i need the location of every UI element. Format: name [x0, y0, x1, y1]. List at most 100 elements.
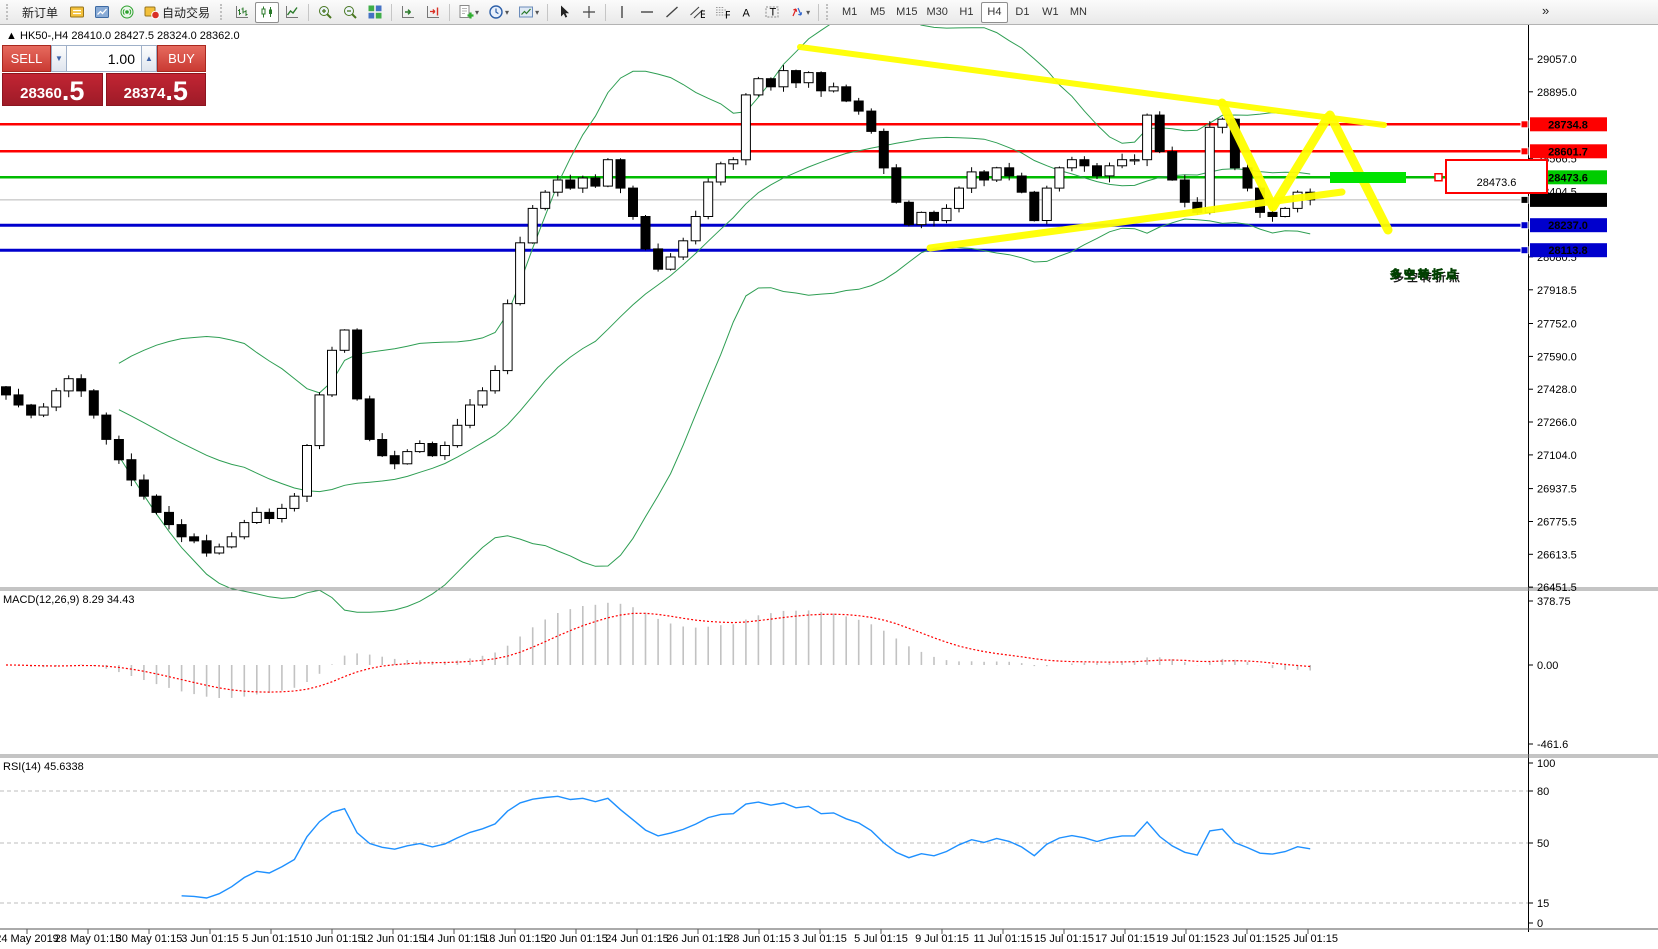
- yellow-trendline-4[interactable]: [1268, 112, 1333, 212]
- badge-bg: [1530, 218, 1607, 233]
- badge-label: 28113.8: [1548, 245, 1587, 257]
- date-label: 9 Jul 01:15: [915, 933, 969, 945]
- zoom-out-button[interactable]: [338, 2, 362, 23]
- text-icon: A: [743, 8, 751, 20]
- timeframe-button-d1[interactable]: D1: [1015, 6, 1030, 18]
- candle-body: [465, 404, 475, 426]
- volume-increase-button[interactable]: ▲: [141, 45, 157, 72]
- bollinger-middle-band: [118, 136, 1311, 493]
- date-label: 15 Jul 01:15: [1034, 933, 1094, 945]
- fibonacci-icon: F: [716, 7, 730, 21]
- rsi-axis-label: 80: [1537, 786, 1549, 798]
- date-label: 23 Jul 01:15: [1217, 933, 1277, 945]
- trendline-button[interactable]: [660, 2, 684, 23]
- candle-body: [1092, 165, 1102, 177]
- yellow-trendline-1[interactable]: [797, 44, 1387, 128]
- horizontal-line-button[interactable]: [635, 2, 659, 23]
- candlestick-chart-button[interactable]: [255, 1, 280, 23]
- fibonacci-button[interactable]: F: [710, 2, 734, 23]
- autotrading-icon: [144, 6, 160, 20]
- candle-body: [1204, 126, 1215, 213]
- toolbar-grip[interactable]: [220, 4, 226, 20]
- arrows-button[interactable]: ▾: [785, 2, 814, 23]
- green-highlight-bar[interactable]: [1330, 172, 1406, 183]
- candle-body: [1041, 187, 1052, 222]
- rsi-axis-label: 0: [1537, 918, 1543, 930]
- sell-price-main: 28360: [20, 85, 62, 102]
- timeframe-button-mn[interactable]: MN: [1069, 6, 1087, 18]
- sell-price[interactable]: 28360 .5: [2, 73, 103, 106]
- badge-marker-icon: [1520, 195, 1529, 204]
- price-axis-label: 28895.0: [1537, 87, 1577, 99]
- cursor-button[interactable]: [552, 2, 576, 23]
- timeframe-button-m15[interactable]: M15: [896, 6, 918, 18]
- toolbar-grip[interactable]: [6, 4, 12, 20]
- macd-label: MACD(12,26,9) 8.29 34.43: [3, 594, 134, 606]
- zoom-in-button[interactable]: [313, 2, 337, 23]
- toolbar-overflow-icon[interactable]: »: [1542, 3, 1550, 18]
- svg-text:F: F: [725, 10, 730, 21]
- volume-input[interactable]: [67, 46, 141, 71]
- timeframe-button-m5[interactable]: M5: [869, 6, 886, 18]
- signals-button[interactable]: [115, 2, 139, 23]
- text-button[interactable]: A: [735, 2, 759, 23]
- tile-windows-button[interactable]: [363, 2, 387, 23]
- line-chart-button[interactable]: [280, 2, 304, 23]
- candle-body: [866, 110, 877, 132]
- bollinger-bands: [118, 25, 1311, 613]
- candle-body: [640, 216, 651, 250]
- badge-marker-icon: [1520, 221, 1529, 230]
- candle-body: [803, 72, 814, 84]
- candle-body: [853, 100, 864, 112]
- timeframe-button-h1[interactable]: H1: [959, 6, 974, 18]
- candlestick-chart-icon: [261, 6, 273, 18]
- triangle-down-icon: ▼: [55, 54, 63, 63]
- buy-price[interactable]: 28374 .5: [105, 73, 206, 106]
- chart-canvas[interactable]: ▲ HK50-,H4 28410.0 28427.5 28324.0 28362…: [0, 25, 1658, 949]
- auto-scroll-icon: [402, 6, 415, 18]
- new-order-button[interactable]: 新订单: [16, 2, 64, 23]
- dropdown-caret-icon: ▾: [475, 7, 480, 17]
- yellow-trendline-3[interactable]: [1217, 98, 1278, 212]
- candle-body: [151, 495, 162, 513]
- one-click-trading-panel: SELL ▼ ▲ BUY 28360 .5 28374 .5: [2, 45, 206, 106]
- candle-body: [552, 179, 563, 193]
- macd-axis-label: 378.75: [1537, 596, 1571, 608]
- macd-axis-label: 0.00: [1537, 660, 1558, 672]
- sell-button[interactable]: SELL: [2, 45, 51, 72]
- market-watch-button[interactable]: [65, 2, 89, 23]
- auto-scroll-button[interactable]: [396, 2, 420, 23]
- bar-chart-button[interactable]: [230, 2, 254, 23]
- date-label: 19 Jul 01:15: [1156, 933, 1216, 945]
- candle-body: [590, 177, 601, 187]
- text-label-button[interactable]: T: [760, 2, 784, 23]
- candle-body: [364, 398, 375, 440]
- timeframe-button-m30[interactable]: M30: [926, 6, 948, 18]
- periods-button[interactable]: ▾: [484, 2, 513, 23]
- vertical-line-button[interactable]: [610, 2, 634, 23]
- candle-body: [176, 524, 187, 538]
- data-window-button[interactable]: [90, 2, 114, 23]
- candle-body: [1267, 211, 1278, 217]
- crosshair-button[interactable]: [577, 2, 601, 23]
- candle-body: [201, 540, 212, 554]
- candle-body: [878, 130, 889, 169]
- candle-body: [778, 70, 789, 88]
- timeframe-button-m1[interactable]: M1: [841, 6, 858, 18]
- equidistant-channel-button[interactable]: E: [685, 2, 709, 23]
- candle-body: [189, 536, 200, 542]
- candle-body: [1, 386, 11, 396]
- autotrading-button[interactable]: 自动交易: [140, 2, 216, 23]
- toolbar-grip[interactable]: [826, 4, 832, 20]
- candle-body: [251, 511, 262, 524]
- chart-shift-button[interactable]: [421, 2, 445, 23]
- buy-button[interactable]: BUY: [157, 45, 206, 72]
- price-callout[interactable]: 28473.6: [1434, 159, 1548, 194]
- volume-decrease-button[interactable]: ▼: [51, 45, 67, 72]
- templates-button[interactable]: ▾: [514, 2, 543, 23]
- candle-body: [414, 443, 425, 453]
- date-label: 28 Jun 01:15: [727, 933, 791, 945]
- timeframe-button-h4[interactable]: H4: [980, 1, 1008, 23]
- timeframe-button-w1[interactable]: W1: [1042, 6, 1059, 18]
- indicators-button[interactable]: ▾: [454, 2, 483, 23]
